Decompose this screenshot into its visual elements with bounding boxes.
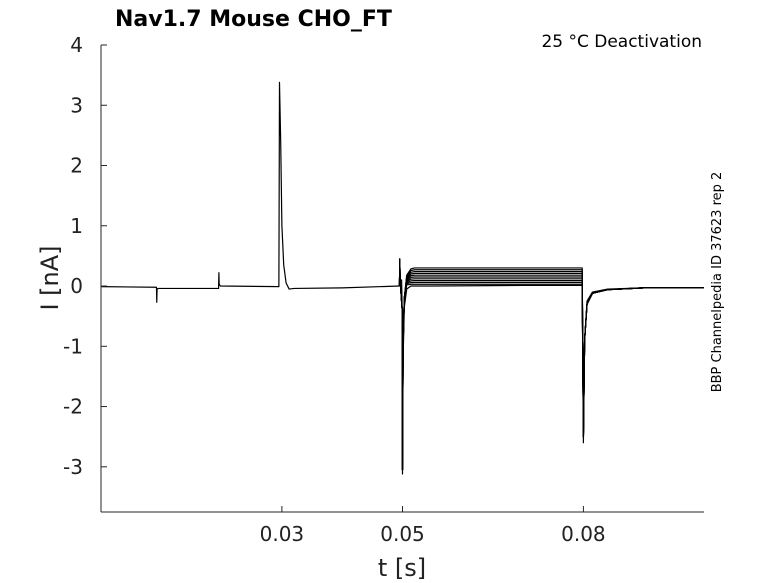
deactivation-step-trace bbox=[398, 258, 704, 471]
y-tick-label: -3 bbox=[63, 455, 83, 479]
deactivation-step-trace bbox=[398, 258, 704, 471]
y-ticks-group: 4 3 2 1 0 -1 -2 -3 bbox=[63, 33, 107, 479]
y-tick-label: 0 bbox=[70, 274, 83, 298]
deactivation-step-trace bbox=[398, 258, 704, 471]
deactivation-step-trace bbox=[398, 258, 704, 471]
x-ticks-group: 0.03 0.05 0.08 bbox=[260, 506, 606, 546]
deactivation-step-trace bbox=[398, 258, 704, 471]
deactivation-step-trace bbox=[398, 258, 704, 471]
y-tick-label: -2 bbox=[63, 395, 83, 419]
deactivation-step-trace bbox=[398, 258, 704, 471]
deactivation-step-trace bbox=[398, 258, 704, 471]
trace-series-2 bbox=[398, 258, 704, 475]
x-tick-label: 0.05 bbox=[380, 522, 425, 546]
deactivation-step-trace bbox=[398, 258, 704, 471]
y-tick-label: 4 bbox=[70, 33, 83, 57]
y-tick-label: 3 bbox=[70, 93, 83, 117]
x-axis-label: t [s] bbox=[378, 554, 426, 582]
x-tick-label: 0.08 bbox=[561, 522, 606, 546]
chart-title: Nav1.7 Mouse CHO_FT bbox=[115, 7, 392, 32]
x-tick-label: 0.03 bbox=[260, 522, 305, 546]
y-tick-label: -1 bbox=[63, 334, 83, 358]
y-axis-label: I [nA] bbox=[36, 245, 64, 310]
trace-series-1 bbox=[100, 81, 400, 303]
deactivation-step-trace bbox=[398, 258, 704, 471]
y-tick-label: 2 bbox=[70, 154, 83, 178]
chart-annotation: 25 °C Deactivation bbox=[541, 32, 702, 52]
y-tick-label: 1 bbox=[70, 214, 83, 238]
source-id-label: BBP Channelpedia ID 37623 rep 2 bbox=[710, 172, 725, 393]
traces-group bbox=[100, 81, 704, 475]
